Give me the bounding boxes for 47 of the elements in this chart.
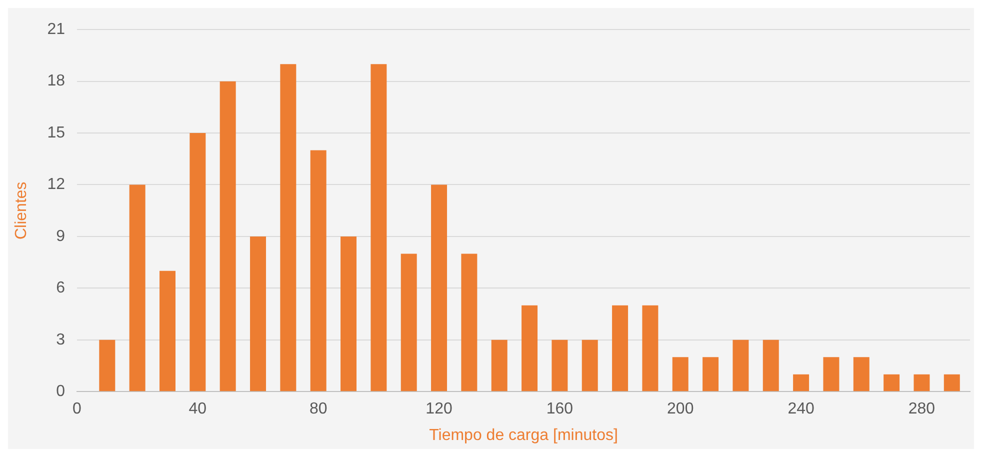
x-tick-label: 80	[309, 400, 328, 418]
bar	[522, 305, 538, 392]
bar	[280, 64, 296, 392]
y-axis-title: Clientes	[13, 182, 30, 240]
bar	[400, 254, 417, 392]
bar	[914, 374, 930, 392]
bar	[642, 305, 658, 392]
x-tick-label: 200	[667, 400, 694, 418]
y-tick-label: 9	[56, 228, 66, 245]
bar	[220, 81, 236, 392]
bar	[672, 357, 688, 392]
x-tick-label: 120	[426, 400, 452, 418]
bar	[190, 133, 206, 392]
bar	[582, 340, 598, 392]
bar	[491, 340, 508, 392]
bar	[884, 374, 900, 392]
y-tick-label: 12	[47, 176, 66, 194]
bar	[250, 236, 266, 392]
y-tick-label: 15	[47, 124, 66, 142]
bar	[823, 357, 840, 392]
y-tick-label: 0	[56, 383, 66, 400]
bar	[702, 357, 719, 392]
y-tick-label: 21	[47, 21, 66, 38]
bar	[370, 64, 387, 392]
bar	[99, 340, 116, 392]
x-tick-label: 40	[188, 400, 207, 418]
bar	[129, 184, 146, 392]
bar	[944, 374, 960, 392]
x-tick-label: 240	[788, 400, 814, 418]
bar	[160, 270, 176, 392]
bar	[762, 340, 779, 392]
x-tick-label: 280	[908, 400, 936, 418]
bar	[793, 374, 810, 392]
bar	[612, 305, 628, 392]
bar	[340, 236, 357, 392]
bar	[853, 357, 870, 392]
bar	[431, 184, 448, 392]
y-tick-label: 6	[56, 280, 66, 297]
y-tick-label: 3	[56, 331, 66, 348]
x-tick-label: 160	[546, 400, 574, 418]
bar	[552, 340, 568, 392]
y-tick-label: 18	[47, 72, 66, 90]
bar	[732, 340, 749, 392]
bar	[461, 254, 478, 392]
bar	[310, 150, 326, 392]
x-tick-label: 0	[72, 400, 82, 418]
x-axis-title: Tiempo de carga [minutos]	[429, 426, 618, 444]
